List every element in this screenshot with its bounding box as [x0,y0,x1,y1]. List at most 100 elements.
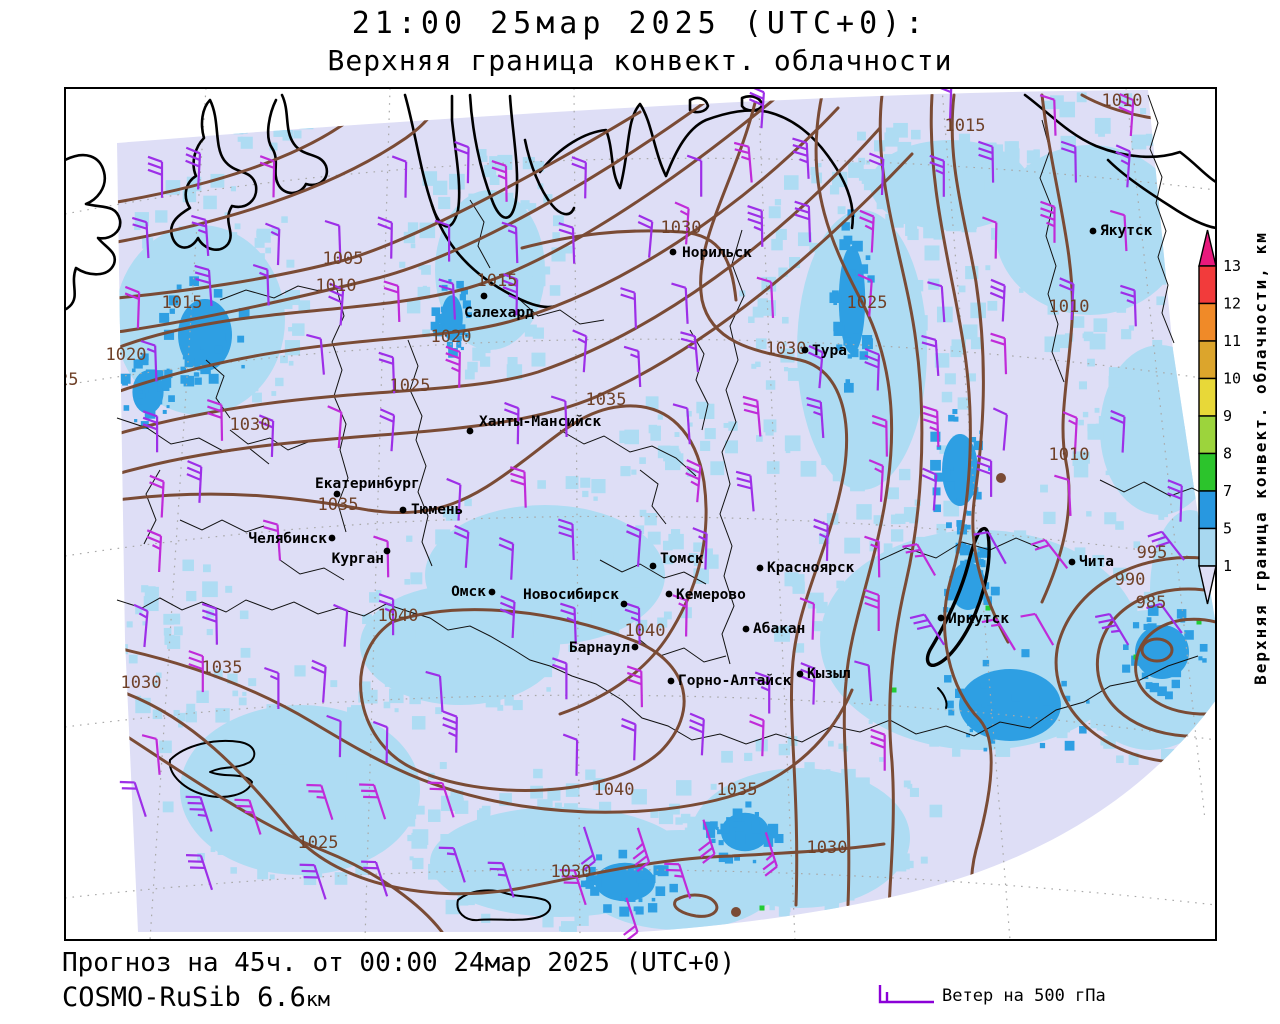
wind-barb-icon [854,660,873,702]
cloud-top-field [117,91,1216,932]
isobar-label: 1035 [318,495,359,515]
city-dot [399,506,407,514]
wind-barb-icon [864,348,881,391]
wind-barb-icon [327,405,343,449]
city-label: Красноярск [767,560,855,576]
isobar-label: 1010 [316,276,357,296]
wind-barb-icon [1062,411,1078,454]
isobar-label: 1010 [1102,91,1143,111]
wind-barb-icon [762,832,778,877]
wind-barb-icon [149,474,165,518]
wind-barb-icon [909,613,946,646]
city-dot [333,490,341,498]
city-dot [1089,227,1097,235]
wind-barb-icon [621,717,637,761]
isobar-label: 1040 [378,606,419,626]
wind-barb-icon [311,659,327,703]
colorbar-arrow-down [1198,565,1217,605]
city-label: Чита [1079,554,1114,570]
wind-barb-icon [794,200,812,243]
isobar-label: 1030 [661,218,702,238]
wind-barb-icon [857,273,873,317]
wind-barb-icon [1110,409,1126,453]
wind-barb-icon [1059,277,1075,321]
city-dot [937,614,945,622]
wind-barb-icon [446,477,462,521]
city-label: Салехард [464,305,534,321]
wind-barb-icon [637,214,654,258]
wind-barb-icon [185,795,213,832]
city-dot [649,562,657,570]
wind-barb-icon [992,407,1008,451]
wind-barb-icon [499,595,516,638]
isobar-label: 1040 [594,780,635,800]
city-label: Курган [332,551,384,567]
colorbar-segment [1198,452,1217,492]
wind-barb-icon [124,285,141,329]
city-label: Челябинск [248,531,327,547]
scandinavia-coast [65,153,122,311]
wind-barb-icon [265,222,281,266]
wind-barb-icon [206,399,224,441]
city-dot [620,600,628,608]
wind-barb-icon [754,671,771,714]
wind-barb-icon [501,221,519,264]
wind-barb-icon [391,155,408,198]
wind-barb-icon [1039,94,1057,136]
wind-barb-icon [571,156,587,199]
wind-barb-icon [936,88,953,122]
wind-barb-icon [445,345,461,388]
isobar-label: 1010 [1049,445,1090,465]
city-label: Норильск [682,245,752,261]
wind-barb-icon [806,396,825,438]
isobar-label: 1030 [121,673,162,693]
colorbar-segment [1198,302,1217,342]
wind-barb-icon [425,670,444,712]
isobar-label: 1015 [477,271,518,291]
wind-barb-icon [632,827,651,873]
taymyr-coast [538,102,855,230]
wind-barb-icon [698,819,716,864]
wind-barb-icon [871,414,888,457]
city-dot [665,590,673,598]
isobar-labels: 1010 1015 1030 1005 1010 1015 1015 1020 1020 1025… [65,91,1168,882]
colorbar-segment [1198,265,1217,305]
wind-barb-icon [859,209,875,253]
isobar-label: 1025 [847,293,888,313]
isobar-label: 995 [1137,543,1168,563]
wind-barb-icon [191,214,210,256]
isobar-label: 1010 [1049,297,1090,317]
colorbar-tick-label: 10 [1223,370,1241,388]
wind-barb-icon [141,734,161,775]
wind-barb-icon [264,666,280,709]
colorbar-tick-label: 11 [1223,332,1241,350]
city-label: Екатеринбург [315,476,420,492]
wind-barb-legend-icon [878,985,934,1004]
wind-barb-icon [1030,538,1069,569]
ob-gulf [403,93,461,228]
isobar-label: 1025 [390,376,431,396]
city-dot [328,534,336,542]
wind-barb-icon [147,155,164,198]
wind-barb-icon [427,781,455,818]
colorbar-tick-label: 7 [1223,482,1232,500]
isobar-label: 1015 [945,116,986,136]
wind-barb-icon [491,160,508,202]
wind-barb-icon [188,650,204,693]
lake-balkhash [168,739,256,798]
city-label: Кемерово [676,587,746,603]
wind-barb-icon [438,846,466,883]
wind-barb-icon [552,657,568,700]
wind-barb-icon [438,278,456,320]
colorbar-segment [1198,490,1217,530]
wind-barb-icon [560,602,577,645]
isobar-label: 1035 [586,390,627,410]
wind-barb-icon [557,518,575,561]
wind-barb-icon [119,780,147,818]
city-label: Новосибирск [523,587,619,603]
lake-baikal [925,526,991,668]
wind-barb-icon [379,408,396,452]
wind-barb-icon [1054,474,1072,516]
